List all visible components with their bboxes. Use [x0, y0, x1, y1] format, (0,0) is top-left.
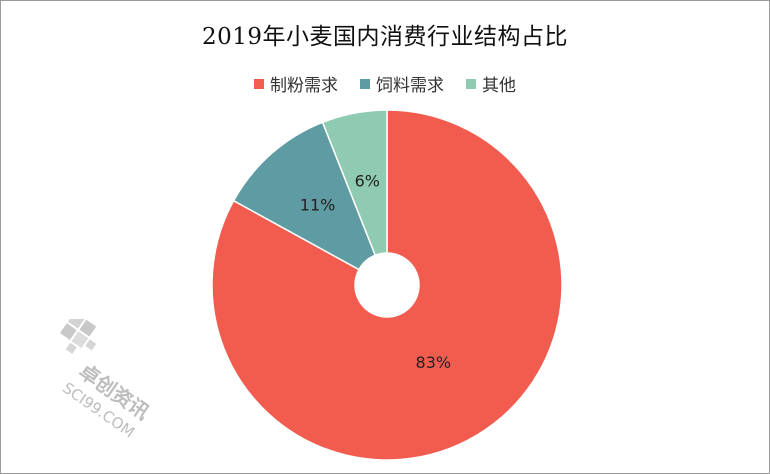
chart-title: 2019年小麦国内消费行业结构占比: [201, 24, 569, 50]
pie-slice-1[interactable]: [232, 121, 377, 271]
watermark-logo: 卓创资讯 SCI99.COM: [59, 319, 154, 441]
chart-legend: 制粉需求 饲料需求 其他: [1, 71, 769, 96]
slice-label-1: 11%: [300, 196, 336, 215]
legend-swatch-2: [466, 78, 476, 89]
pie-slice-0[interactable]: [211, 109, 563, 461]
pie-slice-2[interactable]: [321, 109, 388, 257]
legend-label-0: 制粉需求: [270, 76, 338, 96]
legend-item-1[interactable]: 饲料需求: [360, 71, 444, 96]
slice-label-2: 6%: [355, 171, 380, 190]
legend-label-2: 其他: [482, 76, 516, 96]
slice-label-0: 83%: [416, 353, 452, 372]
legend-item-2[interactable]: 其他: [466, 71, 516, 96]
legend-swatch-1: [360, 78, 370, 89]
legend-label-1: 饲料需求: [376, 76, 444, 96]
legend-swatch-0: [254, 78, 264, 89]
legend-item-0[interactable]: 制粉需求: [254, 71, 338, 96]
watermark-mark-icon: [59, 319, 97, 354]
